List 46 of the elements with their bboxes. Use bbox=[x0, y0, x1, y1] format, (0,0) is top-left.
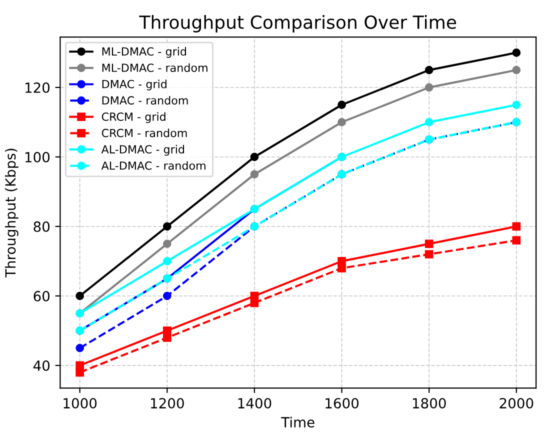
point bbox=[76, 344, 84, 352]
x-tick-label: 1200 bbox=[150, 398, 184, 409]
point bbox=[512, 48, 521, 57]
y-tick-label: 100 bbox=[25, 152, 50, 162]
y-tick-label: 60 bbox=[34, 290, 50, 302]
point bbox=[338, 264, 346, 272]
point bbox=[424, 83, 434, 92]
point bbox=[76, 368, 84, 377]
point bbox=[512, 222, 521, 231]
point bbox=[512, 66, 521, 74]
legend-label: CRCM - grid bbox=[102, 112, 166, 124]
point bbox=[162, 333, 172, 342]
y-tick-label: 80 bbox=[34, 221, 50, 232]
y-axis-title: Throughput (Kbps) bbox=[4, 148, 18, 278]
y-tick-label: 120 bbox=[25, 82, 50, 93]
point bbox=[512, 100, 521, 109]
point bbox=[424, 118, 434, 126]
x-tick-label: 1400 bbox=[238, 398, 272, 409]
legend-label: DMAC - grid bbox=[102, 80, 166, 90]
point bbox=[424, 250, 434, 258]
point bbox=[250, 152, 259, 162]
point bbox=[338, 118, 346, 126]
legend-label: AL-DMAC - grid bbox=[101, 144, 184, 156]
point bbox=[162, 292, 172, 300]
legend-label: CRCM - random bbox=[102, 128, 187, 138]
legend-label: ML-DMAC - random bbox=[102, 63, 208, 72]
legend-label: AL-DMAC - random bbox=[101, 161, 206, 170]
legend-label: ML-DMAC - grid bbox=[102, 47, 186, 58]
x-tick-label: 1600 bbox=[326, 398, 359, 409]
x-tick-label: 1000 bbox=[64, 398, 97, 409]
x-tick-label: 2000 bbox=[500, 398, 534, 409]
point bbox=[338, 100, 346, 109]
y-tick-label: 40 bbox=[33, 360, 50, 371]
point bbox=[424, 240, 434, 248]
point bbox=[162, 257, 172, 266]
point bbox=[250, 170, 259, 178]
point bbox=[424, 66, 434, 74]
x-axis-title: Time bbox=[281, 416, 314, 428]
x-tick-label: 1800 bbox=[412, 398, 446, 409]
point bbox=[76, 292, 84, 300]
point bbox=[162, 240, 172, 248]
legend-label: DMAC - random bbox=[102, 96, 188, 105]
point bbox=[162, 222, 172, 231]
chart-title: Throughput Comparison Over Time bbox=[139, 15, 456, 32]
point bbox=[512, 236, 521, 245]
point bbox=[250, 298, 259, 308]
